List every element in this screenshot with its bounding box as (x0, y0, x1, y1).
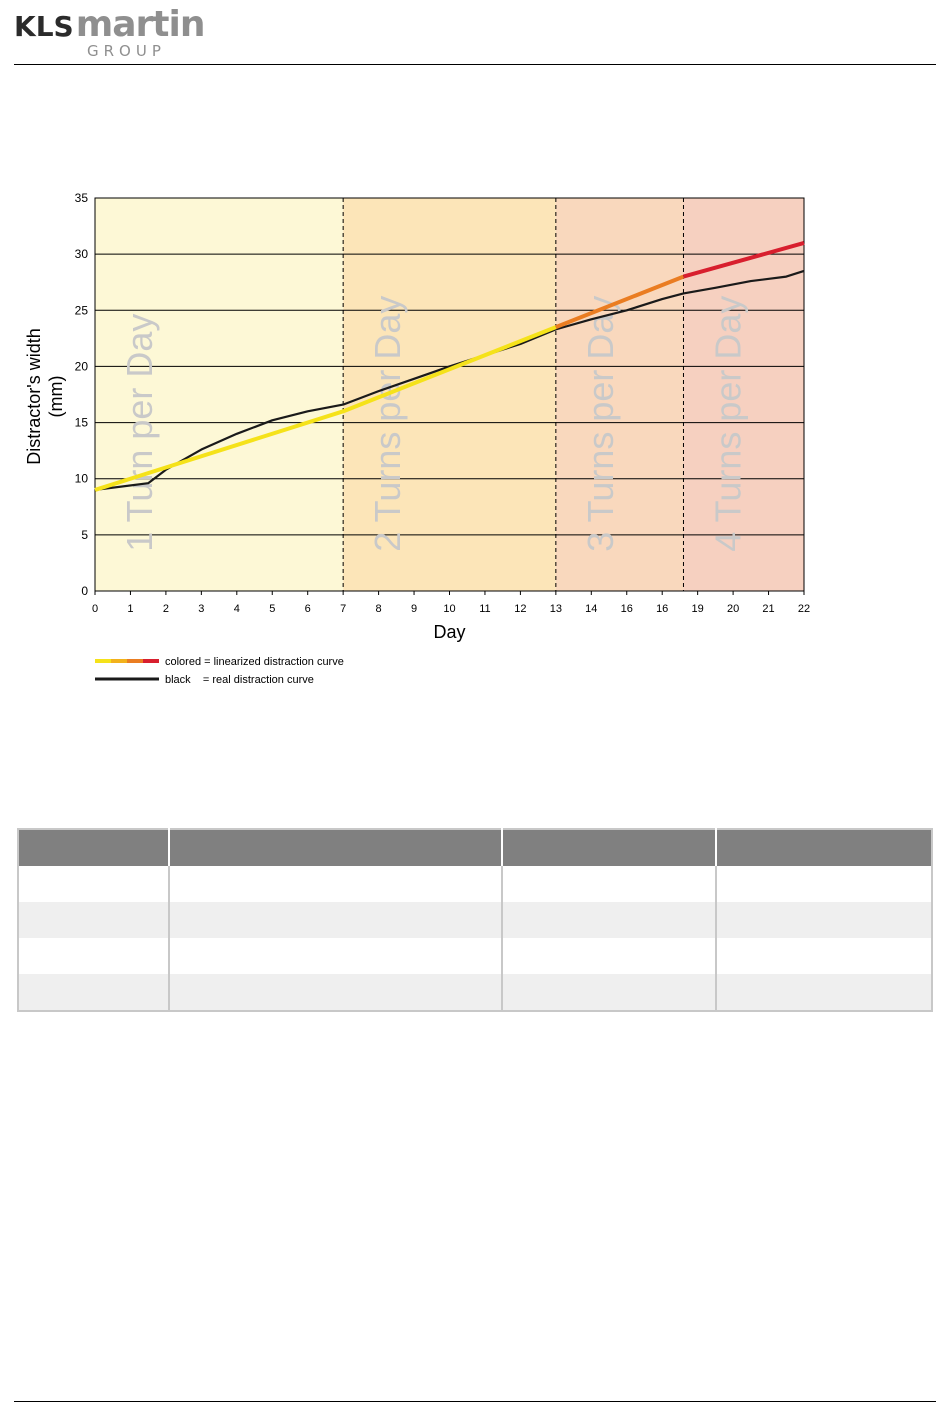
table-row (18, 974, 932, 1011)
x-tick-label: 7 (340, 603, 346, 615)
x-tick-label: 3 (198, 603, 204, 615)
logo-kls: KLS (14, 10, 74, 43)
phase-label: 2 Turns per Day (367, 296, 408, 552)
table-row (18, 866, 932, 902)
y-tick-label: 20 (75, 359, 89, 373)
x-tick-label: 0 (92, 603, 98, 615)
x-axis-title: Day (433, 622, 465, 642)
table-cell (716, 938, 932, 974)
logo-martin: martin (75, 4, 206, 45)
table-cell (716, 974, 932, 1011)
logo-wordmark: KLSmartin (14, 4, 206, 45)
x-tick-label: 19 (692, 603, 704, 615)
linearized-curve-segment (555, 274, 685, 329)
table-header-row (18, 829, 932, 866)
y-tick-label: 15 (75, 416, 89, 430)
table-cell (169, 902, 503, 938)
table-header-cell (716, 829, 932, 866)
table-header-cell (502, 829, 717, 866)
table-header-cell (18, 829, 170, 866)
x-tick-label: 21 (762, 603, 774, 615)
x-tick-label: 11 (479, 603, 490, 615)
phase-label: 3 Turns per Day (580, 296, 621, 552)
x-tick-label: 2 (163, 603, 169, 615)
x-tick-label: 6 (305, 603, 311, 615)
x-tick-label: 22 (798, 603, 810, 615)
table-row (18, 938, 932, 974)
x-tick-label: 9 (411, 603, 417, 615)
y-axis-title: Distractor's width (24, 328, 44, 464)
y-axis-unit: (mm) (46, 376, 66, 418)
legend-label-colored: colored = linearized distraction curve (165, 656, 344, 668)
table-cell (18, 866, 170, 902)
x-tick-label: 16 (621, 603, 633, 615)
y-tick-label: 25 (75, 303, 89, 317)
phase-label: 1 Turn per Day (119, 314, 160, 552)
company-logo: KLSmartin GROUP (14, 4, 254, 62)
phase-background (343, 198, 556, 591)
table-cell (18, 902, 170, 938)
phase-label: 4 Turns per Day (707, 296, 748, 552)
phase-background (555, 198, 684, 591)
table-cell (502, 974, 717, 1011)
y-tick-label: 10 (75, 472, 89, 486)
table-cell (716, 902, 932, 938)
header-divider (14, 64, 936, 65)
x-tick-label: 12 (514, 603, 526, 615)
table-cell (18, 974, 170, 1011)
table-cell (169, 866, 503, 902)
phase-background (683, 198, 804, 591)
x-tick-label: 10 (443, 603, 455, 615)
table-cell (502, 902, 717, 938)
y-tick-label: 0 (81, 584, 88, 598)
linearized-curve-segment (682, 240, 805, 279)
x-tick-label: 14 (585, 603, 597, 615)
x-tick-label: 13 (550, 603, 562, 615)
table-header-cell (169, 829, 503, 866)
table-cell (502, 938, 717, 974)
footer-divider (14, 1401, 936, 1402)
y-tick-label: 30 (75, 247, 89, 261)
data-table (17, 828, 933, 1012)
y-tick-label: 35 (75, 191, 89, 205)
table-row (18, 902, 932, 938)
table-cell (18, 938, 170, 974)
linearized-curve-segment (94, 325, 557, 492)
x-tick-label: 4 (234, 603, 240, 615)
x-tick-label: 20 (727, 603, 739, 615)
table-cell (716, 866, 932, 902)
distraction-chart: 1 Turn per Day 2 Turns per Day 3 Turns per… (24, 191, 810, 686)
phase-background (95, 198, 344, 591)
y-tick-label: 5 (81, 528, 88, 542)
legend-label-black: black = real distraction curve (165, 674, 314, 686)
x-tick-label: 5 (269, 603, 275, 615)
x-tick-label: 1 (127, 603, 133, 615)
table-cell (169, 974, 503, 1011)
x-tick-label: 16 (656, 603, 668, 615)
table-cell (169, 938, 503, 974)
logo-group-text: GROUP (87, 42, 166, 60)
table-cell (502, 866, 717, 902)
x-tick-label: 8 (376, 603, 382, 615)
